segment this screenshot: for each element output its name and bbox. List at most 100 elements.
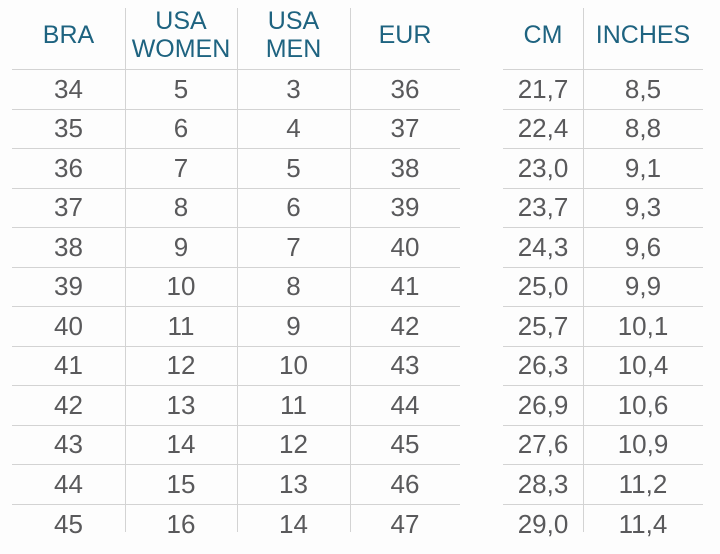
table-header-row: BRA USA WOMEN USA MEN EUR — [12, 0, 460, 70]
table-row: 38 9 7 40 — [12, 228, 460, 268]
column-header-bra: BRA — [42, 20, 95, 49]
table-cell: 13 — [279, 468, 308, 499]
table-cell: 13 — [166, 389, 196, 420]
table-cell: 45 — [54, 508, 83, 539]
table-cell: 46 — [390, 468, 420, 499]
table-cell: 10,1 — [617, 310, 669, 341]
table-cell: 38 — [390, 152, 420, 183]
table-cell: 27,6 — [517, 429, 569, 460]
column-header-usa-men: USA MEN — [265, 6, 322, 63]
table-row: 39 10 8 41 — [12, 268, 460, 307]
table-cell: 15 — [166, 468, 196, 499]
table-cell: 11 — [167, 310, 195, 341]
table-cell: 11,2 — [618, 468, 668, 499]
table-cell: 41 — [390, 271, 420, 302]
table-cell: 16 — [166, 508, 196, 539]
table-cell: 5 — [173, 73, 189, 104]
table-cell: 10,4 — [617, 350, 669, 381]
table-cell: 44 — [54, 468, 83, 499]
table-cell: 10,6 — [617, 389, 669, 420]
table-cell: 10 — [279, 350, 308, 381]
table-cell: 9,1 — [624, 152, 662, 183]
table-cell: 37 — [390, 113, 420, 144]
table-cell: 9,3 — [624, 192, 662, 223]
table-cell: 22,4 — [517, 113, 569, 144]
table-cell: 8,8 — [624, 113, 662, 144]
table-cell: 42 — [54, 389, 83, 420]
table-row: 21,7 8,5 — [503, 70, 703, 110]
column-divider — [350, 8, 351, 532]
table-cell: 10,9 — [617, 429, 669, 460]
table-cell: 38 — [54, 231, 83, 262]
table-cell: 8 — [173, 192, 189, 223]
shoe-size-table-international: BRA USA WOMEN USA MEN EUR 34 5 3 36 35 6 4 37 36… — [12, 0, 460, 544]
table-header-row: CM INCHES — [503, 0, 703, 70]
table-row: 35 6 4 37 — [12, 110, 460, 149]
column-header-eur: EUR — [378, 20, 432, 49]
column-divider — [237, 8, 238, 532]
table-cell: 9 — [173, 231, 189, 262]
table-cell: 9,6 — [624, 231, 662, 262]
table-cell: 39 — [54, 271, 83, 302]
table-cell: 9,9 — [624, 271, 662, 302]
table-body: 21,7 8,5 22,4 8,8 23,0 9,1 23,7 9,3 24,3 9,6 25,0 9… — [503, 70, 703, 544]
table-cell: 5 — [286, 152, 301, 183]
table-cell: 42 — [390, 310, 420, 341]
table-cell: 44 — [390, 389, 420, 420]
table-cell: 3 — [286, 73, 301, 104]
table-row: 27,6 10,9 — [503, 426, 703, 465]
table-row: 28,3 11,2 — [503, 465, 703, 505]
table-cell: 36 — [390, 73, 420, 104]
table-cell: 26,9 — [517, 389, 569, 420]
table-row: 29,0 11,4 — [503, 505, 703, 545]
table-cell: 12 — [279, 429, 308, 460]
table-cell: 47 — [390, 508, 420, 539]
table-row: 26,3 10,4 — [503, 347, 703, 386]
table-cell: 9 — [286, 310, 301, 341]
column-header-inches: INCHES — [595, 20, 691, 49]
table-cell: 6 — [173, 113, 189, 144]
table-cell: 25,7 — [517, 310, 569, 341]
column-divider — [125, 8, 126, 532]
table-cell: 14 — [279, 508, 308, 539]
table-cell: 21,7 — [517, 73, 569, 104]
table-cell: 10 — [166, 271, 196, 302]
table-cell: 36 — [54, 152, 83, 183]
table-row: 40 11 9 42 — [12, 307, 460, 347]
table-cell: 40 — [390, 231, 420, 262]
table-row: 23,0 9,1 — [503, 149, 703, 189]
table-row: 34 5 3 36 — [12, 70, 460, 110]
table-cell: 39 — [390, 192, 420, 223]
table-cell: 14 — [166, 429, 196, 460]
table-cell: 6 — [286, 192, 301, 223]
table-row: 25,7 10,1 — [503, 307, 703, 347]
table-cell: 8 — [286, 271, 301, 302]
table-cell: 25,0 — [517, 271, 569, 302]
table-cell: 40 — [54, 310, 83, 341]
table-cell: 43 — [54, 429, 83, 460]
table-cell: 7 — [286, 231, 301, 262]
table-cell: 26,3 — [517, 350, 569, 381]
table-cell: 8,5 — [624, 73, 662, 104]
table-cell: 23,7 — [517, 192, 569, 223]
table-cell: 24,3 — [517, 231, 569, 262]
table-cell: 35 — [54, 113, 83, 144]
table-cell: 45 — [390, 429, 420, 460]
table-row: 36 7 5 38 — [12, 149, 460, 189]
table-cell: 29,0 — [517, 508, 569, 539]
table-cell: 11 — [280, 389, 307, 420]
table-row: 23,7 9,3 — [503, 189, 703, 228]
table-row: 45 16 14 47 — [12, 505, 460, 545]
table-cell: 37 — [54, 192, 83, 223]
table-cell: 43 — [390, 350, 420, 381]
column-header-cm: CM — [523, 20, 563, 49]
shoe-size-table-measurements: CM INCHES 21,7 8,5 22,4 8,8 23,0 9,1 23,7 9,3 24… — [503, 0, 703, 544]
table-body: 34 5 3 36 35 6 4 37 36 7 5 38 37 8 6 39 38 9 7 40 39 10 8 41 40 1… — [12, 70, 460, 544]
table-cell: 28,3 — [517, 468, 569, 499]
table-row: 43 14 12 45 — [12, 426, 460, 465]
table-row: 26,9 10,6 — [503, 386, 703, 426]
table-row: 42 13 11 44 — [12, 386, 460, 426]
table-cell: 4 — [286, 113, 301, 144]
table-row: 22,4 8,8 — [503, 110, 703, 149]
